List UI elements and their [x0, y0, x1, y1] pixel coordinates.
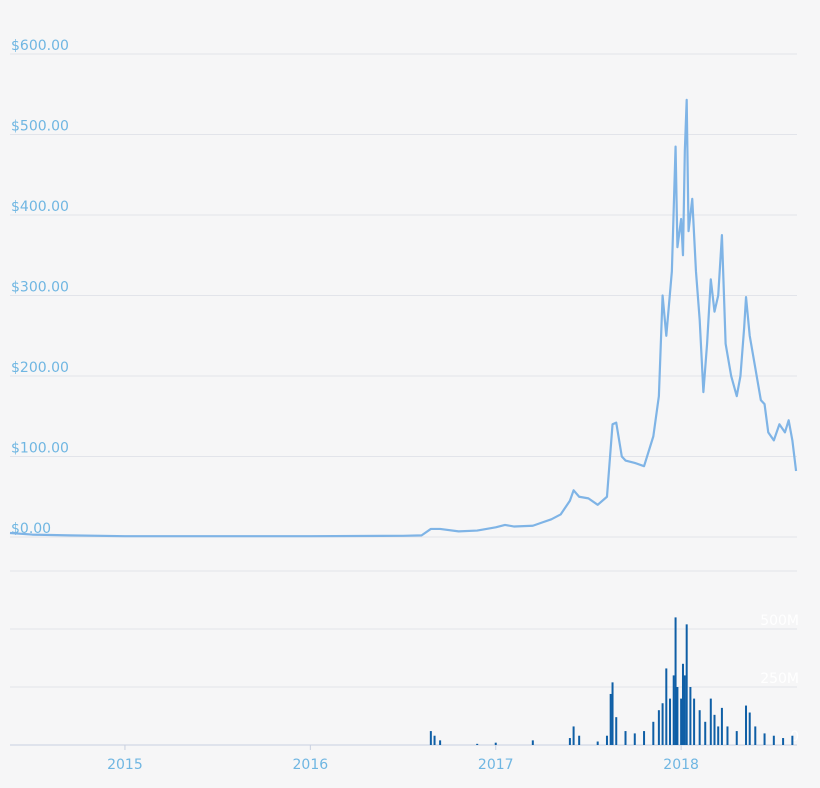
volume-bar	[709, 698, 712, 745]
x-tick-label: 2015	[107, 757, 143, 773]
volume-bar	[596, 741, 599, 745]
volume-bar	[704, 721, 707, 745]
volume-bar	[611, 682, 614, 745]
volume-bar	[681, 663, 684, 745]
volume-bar	[683, 675, 686, 745]
volume-bar	[633, 733, 636, 745]
volume-bar	[754, 726, 757, 745]
volume-bar	[720, 707, 723, 745]
volume-bar	[726, 726, 729, 745]
y-tick-label: $200.00	[11, 360, 69, 376]
volume-bar	[717, 726, 720, 745]
volume-bar	[572, 726, 575, 745]
volume-bar	[578, 735, 581, 745]
x-tick-label: 2018	[663, 757, 699, 773]
y-tick-label: $300.00	[11, 280, 69, 296]
volume-bar	[763, 733, 766, 745]
volume-bar	[665, 668, 668, 745]
volume-bar	[772, 735, 775, 745]
volume-bar	[568, 738, 571, 745]
price-line	[9, 98, 798, 538]
volume-bar	[609, 693, 612, 745]
volume-bar	[689, 687, 692, 745]
volume-bar	[735, 731, 738, 745]
y2-tick-label: 0	[790, 729, 799, 745]
volume-bar	[439, 740, 442, 745]
volume-bar	[791, 735, 794, 745]
volume-bar	[672, 675, 675, 745]
x-tick-label: 2016	[293, 757, 329, 773]
volume-bar	[661, 703, 664, 745]
y-tick-label: $600.00	[11, 38, 69, 54]
volume-bar	[685, 624, 688, 745]
volume-bar	[531, 740, 534, 745]
volume-bar	[643, 731, 646, 745]
volume-bar	[476, 743, 479, 745]
y2-tick-label: 500M	[760, 613, 799, 629]
y-tick-label: $500.00	[11, 119, 69, 135]
volume-bar	[748, 712, 751, 745]
volume-bar	[429, 731, 432, 745]
volume-bar	[713, 714, 716, 745]
volume-bar	[624, 731, 627, 745]
volume-bar	[680, 698, 683, 745]
volume-bar	[782, 738, 785, 745]
volume-bar	[745, 705, 748, 745]
volume-bar	[674, 617, 677, 745]
volume-bar	[693, 698, 696, 745]
volume-bar	[494, 742, 497, 745]
volume-bar	[652, 721, 655, 745]
volume-bar	[615, 717, 618, 745]
volume-bar	[698, 710, 701, 745]
volume-bar	[433, 735, 436, 745]
y-tick-label: $100.00	[11, 441, 69, 457]
volume-bar	[657, 710, 660, 745]
volume-bar	[669, 698, 672, 745]
y2-tick-label: 250M	[760, 671, 799, 687]
x-tick-label: 2017	[478, 757, 514, 773]
volume-bar	[605, 735, 608, 745]
volume-bar	[676, 687, 679, 745]
y-tick-label: $400.00	[11, 199, 69, 215]
